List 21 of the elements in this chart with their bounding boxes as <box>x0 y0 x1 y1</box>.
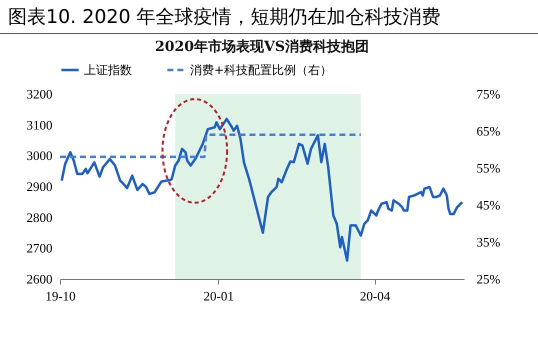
y2-tick-label: 35% <box>476 234 500 250</box>
y2-tick-label: 25% <box>476 272 500 286</box>
line-series <box>60 118 464 262</box>
y-tick-label: 3100 <box>26 117 52 132</box>
y-tick-label: 2700 <box>26 240 52 256</box>
y2-tick-label: 75% <box>476 86 500 102</box>
chart-title: 图表10. 2020 年全球疫情，短期仍在加仓科技消费 <box>0 0 538 34</box>
y-tick-label: 3200 <box>26 86 52 102</box>
y-tick-label: 3000 <box>26 148 52 164</box>
x-tick-label: 20-04 <box>360 288 391 304</box>
legend-label: 消费+科技配置比例（右） <box>190 63 332 77</box>
y2-tick-label: 45% <box>476 198 500 212</box>
chart-subtitle: 2020年市场表现VS消费科技抱团 <box>155 38 369 55</box>
y-tick-label: 2600 <box>26 272 52 286</box>
legend-label: 上证指数 <box>84 63 132 77</box>
y2-tick-label: 65% <box>476 124 500 138</box>
y-tick-label: 2800 <box>26 210 52 225</box>
x-tick-label: 19-10 <box>45 288 76 304</box>
y2-tick-label: 55% <box>476 160 500 176</box>
x-tick-label: 20-01 <box>203 288 234 304</box>
y-tick-label: 2900 <box>26 179 52 194</box>
